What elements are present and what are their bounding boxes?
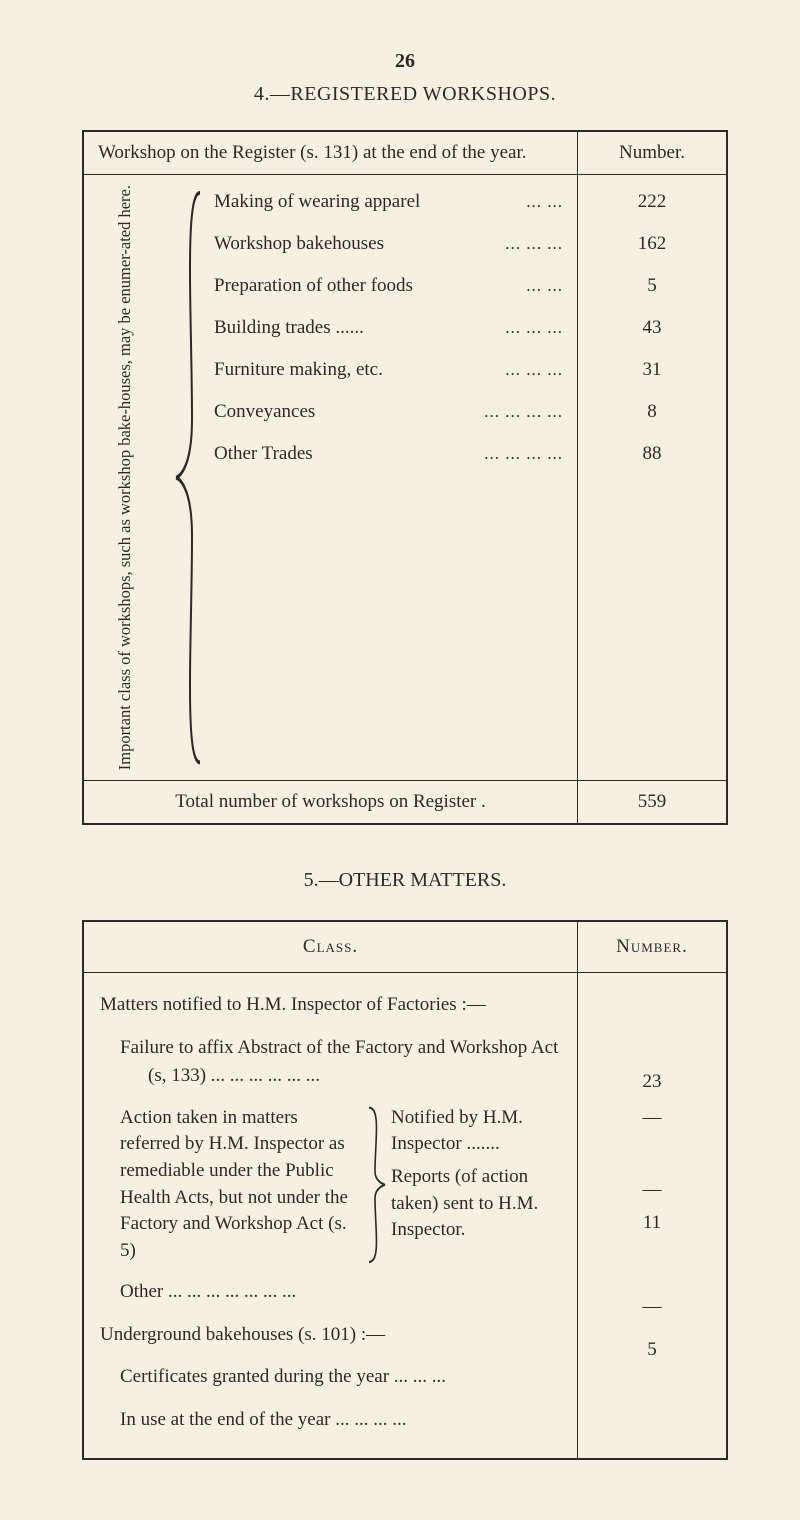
list-item: Conveyances ... ... ... ... — [214, 391, 577, 433]
item-label: Conveyances — [214, 401, 315, 423]
item-label: Workshop bakehouses — [214, 233, 384, 255]
item-label: Making of wearing apparel — [214, 191, 420, 213]
bracket-value-1: — — [643, 1093, 662, 1143]
item-label: Building trades ...... — [214, 317, 364, 339]
number-header-cell: Number. — [578, 131, 728, 175]
certificates-line: Certificates granted during the year ...… — [120, 1363, 561, 1392]
item-value: 31 — [578, 349, 726, 391]
cert-value: — — [643, 1287, 662, 1327]
right-curly-brace-icon — [365, 1105, 387, 1265]
item-label: Preparation of other foods — [214, 275, 413, 297]
failure-line: Failure to affix Abstract of the Factory… — [120, 1034, 561, 1091]
other-line: Other ... ... ... ... ... ... ... — [120, 1278, 561, 1307]
item-dots: ... ... ... — [505, 318, 563, 338]
total-label-cell: Total number of workshops on Register . — [83, 781, 578, 825]
item-dots: ... ... — [526, 276, 563, 296]
inuse-value: 5 — [647, 1327, 657, 1361]
items-cell: Important class of workshops, such as wo… — [83, 175, 578, 781]
workshops-table: Workshop on the Register (s. 131) at the… — [82, 130, 728, 825]
item-dots: ... ... — [526, 192, 563, 212]
item-dots: ... ... ... ... — [484, 402, 563, 422]
item-value: 8 — [578, 391, 726, 433]
register-label-cell: Workshop on the Register (s. 131) at the… — [83, 131, 578, 175]
list-item: Workshop bakehouses ... ... ... — [214, 223, 577, 265]
other-matters-table: Class. Number. Matters notified to H.M. … — [82, 920, 728, 1460]
section-4-heading: 4.—REGISTERED WORKSHOPS. — [82, 83, 728, 106]
inuse-line: In use at the end of the year ... ... ..… — [120, 1406, 561, 1435]
item-label: Furniture making, etc. — [214, 359, 383, 381]
list-item: Preparation of other foods ... ... — [214, 265, 577, 307]
other-value: 11 — [643, 1201, 661, 1245]
class-header: Class. — [83, 921, 578, 973]
bracket-left-text: Action taken in matters referred by H.M.… — [120, 1105, 361, 1265]
item-value: 222 — [578, 181, 726, 223]
bracket-block: Action taken in matters referred by H.M.… — [120, 1105, 561, 1265]
bracket-right-text: Notified by H.M. Inspector ....... Repor… — [391, 1105, 561, 1265]
underground-heading: Underground bakehouses (s. 101) :— — [100, 1321, 561, 1350]
bracket-right-line-1: Notified by H.M. Inspector ....... — [391, 1105, 561, 1158]
item-dots: ... ... ... — [505, 234, 563, 254]
item-value: 88 — [578, 433, 726, 475]
bracket-value-2: — — [643, 1143, 662, 1201]
number-header-2: Number. — [578, 921, 728, 973]
item-values-cell: 222 162 5 43 31 8 88 — [578, 175, 728, 781]
item-value: 162 — [578, 223, 726, 265]
class-body-cell: Matters notified to H.M. Inspector of Fa… — [83, 973, 578, 1460]
items-column: Making of wearing apparel ... ... Worksh… — [210, 175, 577, 780]
matters-intro: Matters notified to H.M. Inspector of Fa… — [100, 991, 561, 1020]
item-label: Other Trades — [214, 443, 313, 465]
item-dots: ... ... ... ... — [484, 444, 563, 464]
section-5-heading: 5.—OTHER MATTERS. — [82, 869, 728, 892]
failure-value: 23 — [643, 1031, 662, 1093]
list-item: Other Trades ... ... ... ... — [214, 433, 577, 475]
total-value-cell: 559 — [578, 781, 728, 825]
item-value: 43 — [578, 307, 726, 349]
page-number: 26 — [82, 50, 728, 73]
list-item: Making of wearing apparel ... ... — [214, 181, 577, 223]
item-value: 5 — [578, 265, 726, 307]
bracket-right-line-2: Reports (of action taken) sent to H.M. I… — [391, 1164, 561, 1244]
list-item: Furniture making, etc. ... ... ... — [214, 349, 577, 391]
list-item: Building trades ...... ... ... ... — [214, 307, 577, 349]
item-dots: ... ... ... — [505, 360, 563, 380]
class-sidelabel: Important class of workshops, such as wo… — [84, 175, 170, 780]
curly-brace-icon — [170, 175, 210, 780]
class-values-cell: 23 — — 11 — 5 — [578, 973, 728, 1460]
